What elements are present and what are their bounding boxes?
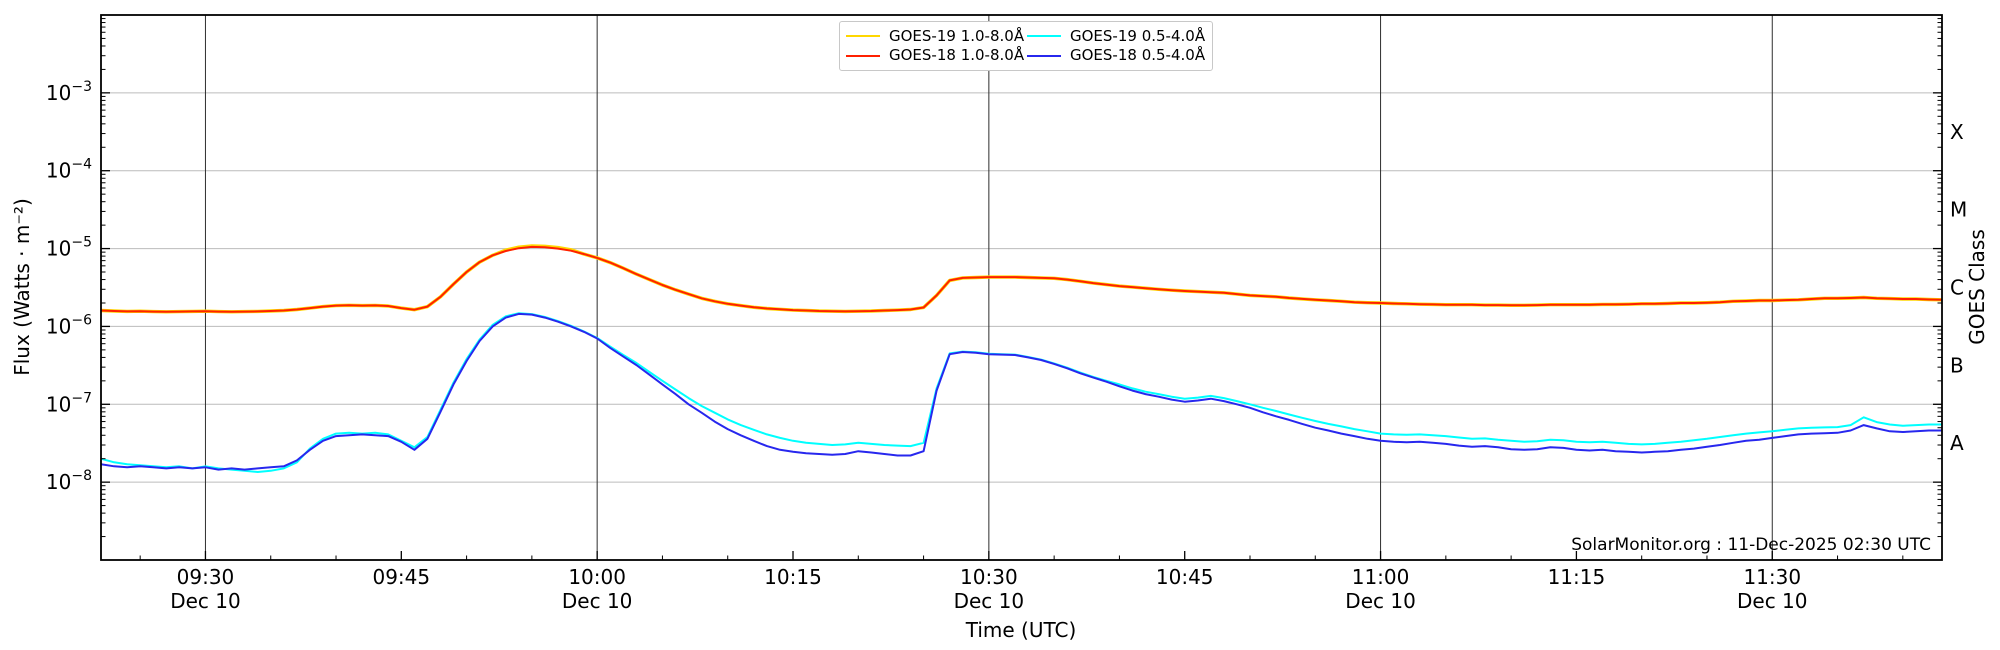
x-tick-label: 09:45 [372,565,430,589]
x-tick-date: Dec 10 [562,589,633,613]
source-note: SolarMonitor.org : 11-Dec-2025 02:30 UTC [1571,535,1931,555]
series-goes-19-short-line [101,312,1942,473]
x-tick-label: 11:30 [1743,565,1801,589]
y-tick-label: 10−8 [46,468,92,494]
plot-border [100,14,1943,561]
goes-class-letter-b: B [1950,353,1964,377]
y-tick-label: 10−4 [46,157,92,183]
y-tick-label: 10−3 [46,79,92,105]
legend: GOES-19 1.0-8.0Å GOES-19 0.5-4.0Å GOES-18 … [839,21,1213,71]
legend-swatch-goes-18-long [846,54,880,57]
series-goes-18-long-line [101,245,1942,313]
goes-class-letter-m: M [1950,198,1967,222]
legend-label-goes-19-long: GOES-19 1.0-8.0Å [889,26,1025,45]
legend-swatch-goes-19-short [1027,35,1061,38]
legend-swatch-goes-19-long [846,35,880,38]
x-tick-date: Dec 10 [954,589,1025,613]
x-tick-label: 10:00 [568,565,626,589]
goes-class-letter-c: C [1950,276,1964,300]
x-tick-label: 11:15 [1548,565,1606,589]
y-tick-label: 10−6 [46,312,92,338]
legend-item-goes-19-long: GOES-19 1.0-8.0Å [844,26,1025,45]
goes-class-letter-a: A [1950,431,1964,455]
y-tick-label: 10−5 [46,235,92,261]
legend-label-goes-18-long: GOES-18 1.0-8.0Å [889,46,1025,65]
y-axis-label-right: GOES Class [1965,229,1989,345]
series-group [101,244,1942,473]
series-goes-19-long-line [101,244,1942,314]
x-tick-date: Dec 10 [170,589,241,613]
series-goes-18-short-line [101,312,1942,471]
legend-item-goes-18-short: GOES-18 0.5-4.0Å [1025,48,1206,63]
legend-item-goes-19-short: GOES-19 0.5-4.0Å [1025,26,1206,45]
x-tick-date: Dec 10 [1737,589,1808,613]
legend-swatch-goes-18-short [1027,54,1061,57]
y-axis-label-left: Flux (Watts · m⁻²) [10,198,34,376]
legend-label-goes-18-short: GOES-18 0.5-4.0Å [1070,46,1206,65]
legend-label-goes-19-short: GOES-19 0.5-4.0Å [1070,26,1206,45]
legend-item-goes-18-long: GOES-18 1.0-8.0Å [844,48,1025,63]
x-tick-label: 10:45 [1156,565,1214,589]
x-tick-date: Dec 10 [1345,589,1416,613]
x-axis-label: Time (UTC) [965,618,1077,642]
x-tick-label: 10:30 [960,565,1018,589]
x-tick-label: 09:30 [177,565,235,589]
goes-class-letter-x: X [1950,120,1964,144]
x-tick-label: 10:15 [764,565,822,589]
y-tick-label: 10−7 [46,390,92,416]
x-tick-label: 11:00 [1352,565,1410,589]
